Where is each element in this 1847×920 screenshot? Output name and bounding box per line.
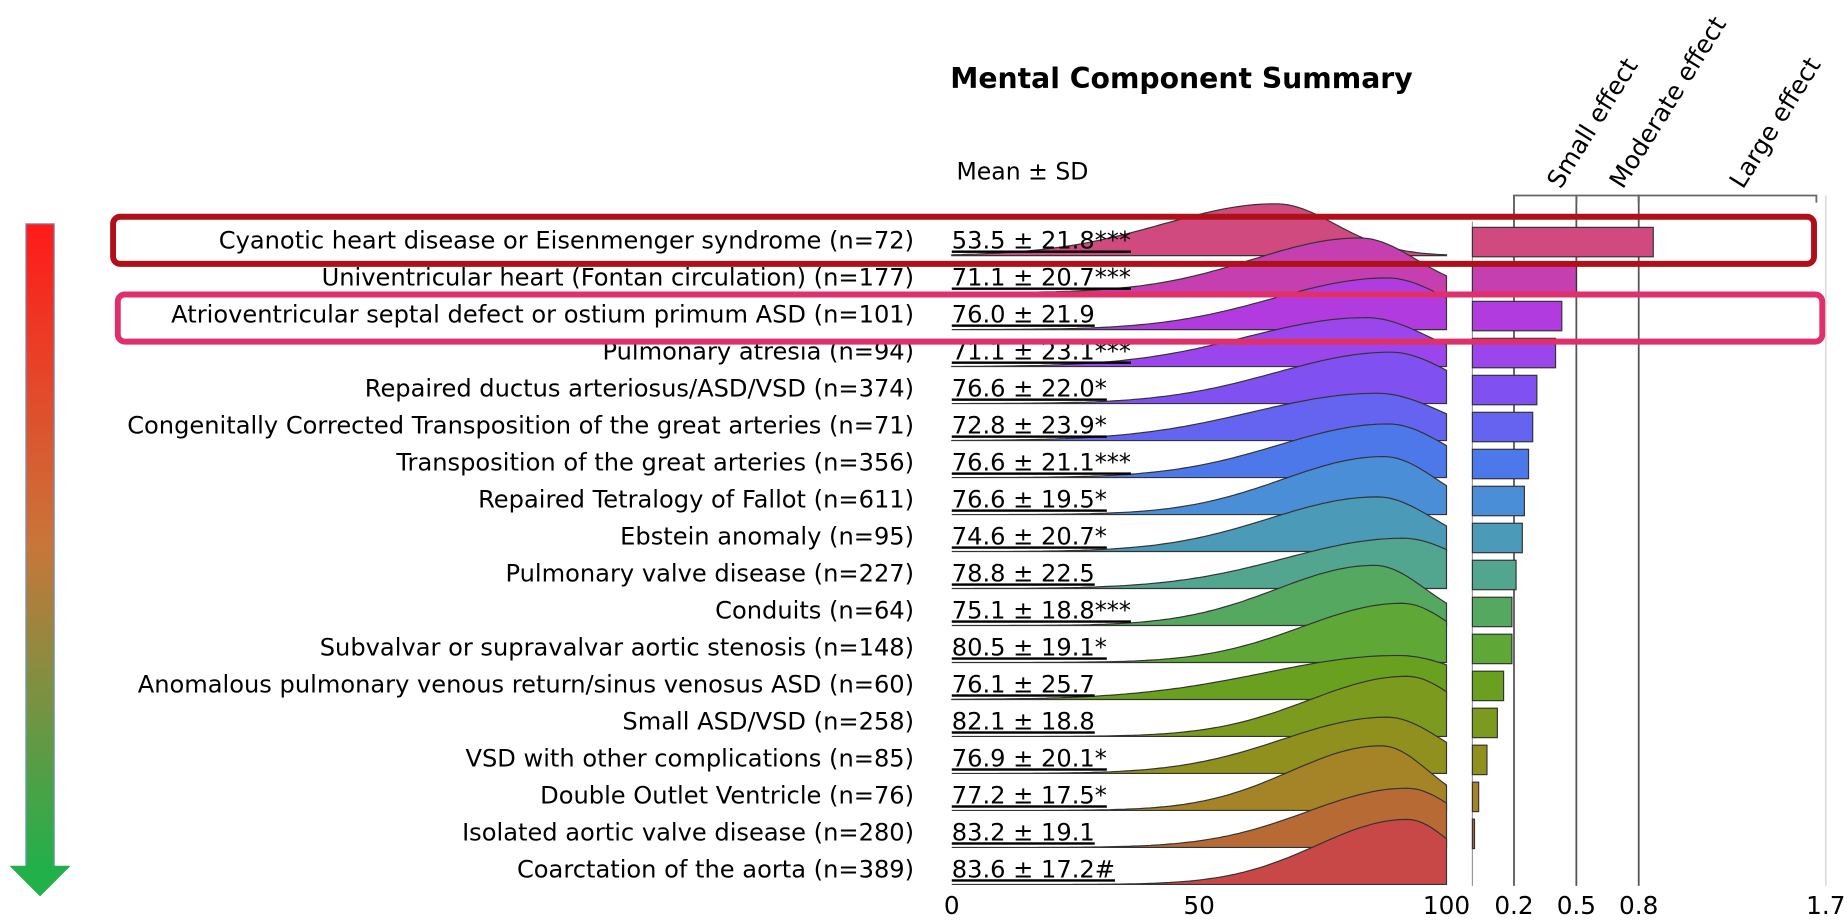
ridge — [951, 745, 1448, 812]
stat-label: 76.9 ± 20.1* — [952, 744, 1107, 772]
effect-bar — [1471, 226, 1654, 258]
ridge — [951, 351, 1448, 405]
effect-tick-label: 0.8 — [1619, 891, 1658, 920]
effect-bracket — [1575, 194, 1640, 203]
x-tick-label: 0 — [944, 891, 960, 920]
highlight-box — [114, 291, 1826, 345]
stat-label: 76.6 ± 21.1*** — [952, 448, 1131, 476]
ridge — [951, 496, 1448, 553]
stat-label: 76.6 ± 19.5* — [952, 485, 1107, 513]
stat-label: 74.6 ± 20.7* — [952, 522, 1107, 550]
row-label: Congenitally Corrected Transposition of … — [127, 411, 914, 439]
effect-bar — [1471, 744, 1488, 776]
row-label: Univentricular heart (Fontan circulation… — [322, 263, 914, 291]
effect-tick-label: 0.5 — [1557, 891, 1596, 920]
effect-bar — [1471, 522, 1523, 554]
row-label: Small ASD/VSD (n=258) — [622, 707, 914, 735]
highlight-box — [110, 213, 1817, 267]
row-label: Subvalvar or supravalvar aortic stenosis… — [320, 633, 914, 661]
stat-label: 71.1 ± 20.7*** — [952, 263, 1131, 291]
effect-bar — [1471, 263, 1577, 295]
ridge — [951, 654, 1448, 701]
stat-label: 80.5 ± 19.1* — [952, 633, 1107, 661]
ridge — [951, 787, 1448, 849]
ridge — [951, 675, 1448, 738]
ridges — [951, 195, 1827, 886]
ridge — [951, 818, 1448, 885]
effect-bar — [1471, 485, 1525, 517]
effect-bracket — [1513, 194, 1578, 203]
row-label: Isolated aortic valve disease (n=280) — [462, 818, 914, 846]
row-label: Conduits (n=64) — [715, 596, 914, 624]
stat-header: Mean ± SD — [956, 158, 1088, 186]
effect-bar — [1471, 411, 1534, 443]
stat-label: 83.6 ± 17.2# — [952, 855, 1115, 883]
effect-bar — [1471, 818, 1476, 850]
effect-bar — [1471, 633, 1513, 665]
effect-bar — [1471, 300, 1563, 332]
row-label: Transposition of the great arteries (n=3… — [395, 448, 914, 476]
effect-bar — [1471, 781, 1480, 813]
row-label: Repaired Tetralogy of Fallot (n=611) — [478, 485, 914, 513]
effect-bar — [1471, 670, 1505, 702]
x-tick-label: 100 — [1423, 891, 1470, 920]
ridge — [951, 423, 1448, 479]
effect-bar — [1471, 559, 1517, 591]
row-label: Repaired ductus arteriosus/ASD/VSD (n=37… — [365, 374, 914, 402]
ridge — [951, 455, 1448, 516]
stat-label: 76.0 ± 21.9 — [952, 300, 1095, 328]
effect-label: Large effect — [1723, 52, 1826, 193]
stat-label: 53.5 ± 21.8*** — [952, 226, 1131, 254]
row-label: VSD with other complications (n=85) — [465, 744, 914, 772]
ridge — [951, 392, 1448, 442]
stat-label: 76.6 ± 22.0* — [952, 374, 1107, 402]
ridge — [951, 316, 1448, 368]
stat-label: 72.8 ± 23.9* — [952, 411, 1107, 439]
effect-bracket — [1637, 194, 1818, 203]
stat-label: 77.2 ± 17.5* — [952, 781, 1107, 809]
row-label: Pulmonary valve disease (n=227) — [506, 559, 915, 587]
ridge — [951, 602, 1448, 664]
row-label: Double Outlet Ventricle (n=76) — [540, 781, 914, 809]
stat-label: 76.1 ± 25.7 — [952, 670, 1095, 698]
row-label: Coarctation of the aorta (n=389) — [517, 855, 914, 883]
effect-label: Moderate effect — [1603, 11, 1732, 193]
ridge — [951, 564, 1448, 627]
row-label: Anomalous pulmonary venous return/sinus … — [138, 670, 914, 698]
row-label: Ebstein anomaly (n=95) — [620, 522, 914, 550]
row-label: Atrioventricular septal defect or ostium… — [171, 300, 914, 328]
stat-label: 83.2 ± 19.1 — [952, 818, 1095, 846]
effect-bar — [1471, 448, 1530, 480]
stat-label: 78.8 ± 22.5 — [952, 559, 1095, 587]
effect-tick-label: 0.2 — [1494, 891, 1533, 920]
chart-title: Mental Component Summary — [950, 62, 1412, 95]
ridge — [951, 277, 1448, 331]
effect-bar — [1471, 707, 1498, 739]
effect-tick-label: 1.7 — [1806, 891, 1845, 920]
stat-label: 82.1 ± 18.8 — [952, 707, 1095, 735]
arrow-head — [9, 865, 71, 897]
effect-bar — [1471, 596, 1513, 628]
x-tick-label: 50 — [1183, 891, 1214, 920]
effect-bar — [1471, 374, 1538, 406]
row-label: Cyanotic heart disease or Eisenmenger sy… — [219, 226, 914, 254]
arrow-shaft — [25, 223, 55, 868]
stat-label: 75.1 ± 18.8*** — [952, 596, 1131, 624]
